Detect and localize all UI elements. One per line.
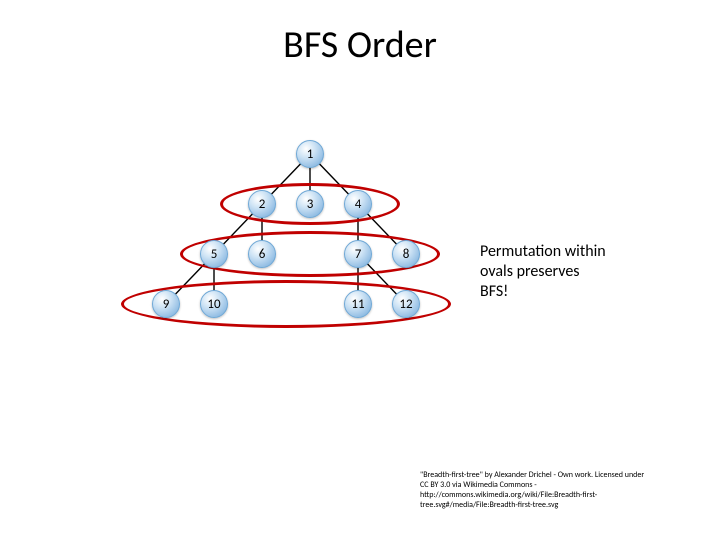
attribution-line-3: http://commons.wikimedia.org/wiki/File:B… (420, 490, 670, 500)
attribution-text: "Breadth-first-tree" by Alexander Driche… (420, 470, 670, 510)
tree-node-6: 6 (248, 240, 276, 268)
annotation-line-3: BFS! (480, 282, 606, 302)
annotation-line-1: Permutation within (480, 242, 606, 262)
tree-node-11: 11 (344, 290, 372, 318)
attribution-line-2: CC BY 3.0 via Wikimedia Commons - (420, 480, 670, 490)
tree-node-1: 1 (296, 140, 324, 168)
tree-node-8: 8 (392, 240, 420, 268)
annotation-line-2: ovals preserves (480, 262, 606, 282)
page-title: BFS Order (0, 22, 720, 68)
tree-node-10: 10 (200, 290, 228, 318)
tree-node-4: 4 (344, 190, 372, 218)
attribution-line-4: tree.svg#/media/File:Breadth-first-tree.… (420, 500, 670, 510)
tree-node-9: 9 (152, 290, 180, 318)
bfs-tree-diagram: 123456789101112 (100, 140, 460, 360)
tree-node-12: 12 (392, 290, 420, 318)
tree-node-5: 5 (200, 240, 228, 268)
tree-node-3: 3 (296, 190, 324, 218)
tree-node-7: 7 (344, 240, 372, 268)
tree-node-2: 2 (248, 190, 276, 218)
annotation-text: Permutation within ovals preserves BFS! (480, 242, 606, 302)
attribution-line-1: "Breadth-first-tree" by Alexander Driche… (420, 470, 670, 480)
